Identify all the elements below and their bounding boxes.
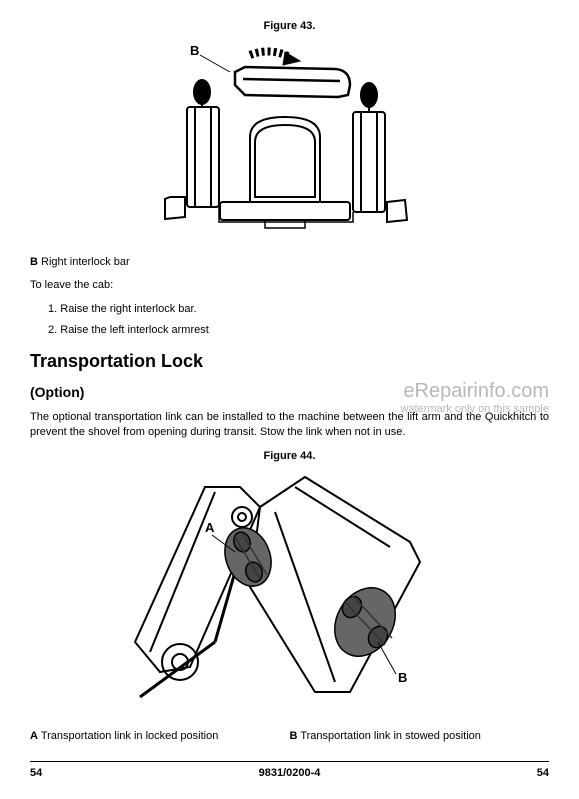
footer-right: 54 xyxy=(537,767,549,779)
footer-left: 54 xyxy=(30,767,42,779)
legend43-b-bold: B xyxy=(30,256,38,268)
section-title: Transportation Lock xyxy=(30,351,549,372)
legend44-a-text: Transportation link in locked position xyxy=(41,730,219,742)
step-2-text: Raise the left interlock armrest xyxy=(60,324,209,336)
figure43-container: B xyxy=(30,37,549,240)
svg-text:B: B xyxy=(398,670,407,685)
step-1: 1. Raise the right interlock bar. xyxy=(48,302,549,317)
step-2-num: 2. xyxy=(48,324,57,336)
step-1-num: 1. xyxy=(48,303,57,315)
legend44: A Transportation link in locked position… xyxy=(30,730,549,742)
svg-text:B: B xyxy=(190,43,199,58)
intro-text: To leave the cab: xyxy=(30,278,549,293)
legend43: B Right interlock bar xyxy=(30,255,549,270)
figure44-container: A B xyxy=(30,467,549,715)
step-2: 2. Raise the left interlock armrest xyxy=(48,323,549,338)
legend44-b-text: Transportation link in stowed position xyxy=(300,730,481,742)
footer-center: 9831/0200-4 xyxy=(259,767,321,779)
legend44-b: B Transportation link in stowed position xyxy=(290,730,481,742)
svg-text:A: A xyxy=(205,520,215,535)
figure44-svg: A B xyxy=(120,467,460,712)
legend44-a: A Transportation link in locked position xyxy=(30,730,218,742)
figure44-caption: Figure 44. xyxy=(30,450,549,462)
legend44-a-bold: A xyxy=(30,730,38,742)
legend44-b-bold: B xyxy=(290,730,298,742)
legend43-b-text: Right interlock bar xyxy=(41,256,130,268)
subsection-title: (Option) xyxy=(30,384,549,400)
paragraph: The optional transportation link can be … xyxy=(30,410,549,441)
figure43-svg: B xyxy=(135,37,445,237)
figure43-caption: Figure 43. xyxy=(30,20,549,32)
footer: 54 9831/0200-4 54 xyxy=(30,761,549,779)
step-1-text: Raise the right interlock bar. xyxy=(60,303,196,315)
